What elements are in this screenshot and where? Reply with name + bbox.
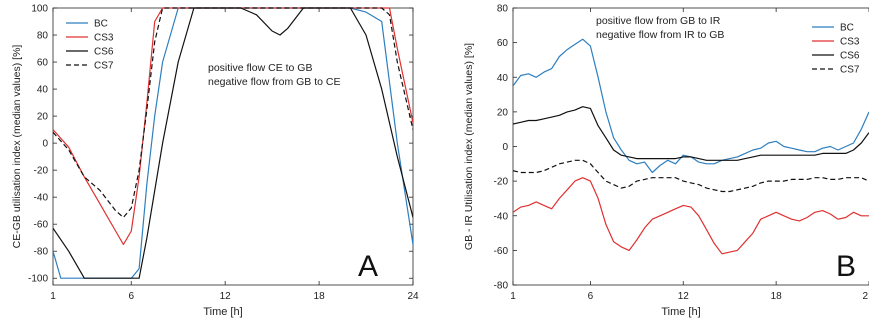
y-tick-label: 60 xyxy=(497,38,509,49)
x-tick-label: 6 xyxy=(588,291,594,302)
y-tick-label: 80 xyxy=(497,4,509,15)
y-tick-label: 0 xyxy=(502,142,508,153)
series-line-cs3 xyxy=(513,177,869,255)
y-tick-label: 20 xyxy=(37,112,49,123)
x-tick-label: 18 xyxy=(771,291,783,302)
y-tick-label: 100 xyxy=(31,4,48,15)
annotation-text: negative flow from GB to CE xyxy=(208,76,340,88)
y-tick-label: 40 xyxy=(497,73,509,84)
legend-label: CS7 xyxy=(94,61,114,72)
x-tick-label: 18 xyxy=(314,291,326,302)
y-tick-label: -80 xyxy=(494,281,509,292)
y-tick-label: 20 xyxy=(497,107,509,118)
x-axis-label: Time [h] xyxy=(661,306,700,318)
series-line-cs7 xyxy=(513,159,869,193)
y-tick-label: -40 xyxy=(34,193,49,204)
x-tick-label: 12 xyxy=(678,291,690,302)
y-tick-label: -20 xyxy=(34,166,49,177)
series-line-cs7 xyxy=(53,7,413,218)
y-tick-label: 40 xyxy=(37,85,49,96)
annotation-text: negative flow from IR to GB xyxy=(596,29,724,41)
y-tick-label: 80 xyxy=(37,31,49,42)
y-axis-label: CE-GB utilisation index (median values) … xyxy=(11,45,23,249)
x-tick-label: 6 xyxy=(128,291,134,302)
panel-letter: B xyxy=(836,250,856,283)
annotation-text: positive flow CE to GB xyxy=(208,62,312,74)
legend-label: CS3 xyxy=(840,37,860,48)
y-tick-label: -60 xyxy=(34,220,49,231)
panel-letter: A xyxy=(358,250,378,283)
x-tick-label: 24 xyxy=(407,291,419,302)
y-tick-label: -100 xyxy=(28,274,48,285)
legend: BC CS3 CS6 CS7 xyxy=(807,17,869,76)
chart-panel-b: 80 60 40 20 0 -20 -40 -60 -801 6 12 18 2 Time [h] GB -… xyxy=(463,4,869,318)
y-tick-label: -20 xyxy=(494,177,509,188)
y-tick-label: -80 xyxy=(34,247,49,258)
y-tick-label: -60 xyxy=(494,246,509,257)
x-tick-label: 2 xyxy=(862,291,868,302)
x-tick-label: 1 xyxy=(50,291,56,302)
series-line-cs6 xyxy=(513,106,869,161)
y-tick-label: 0 xyxy=(42,139,48,150)
annotation-text: positive flow from GB to IR xyxy=(596,15,721,27)
legend-label: CS3 xyxy=(94,33,114,44)
y-axis-label: GB - IR Utilisation index (median values… xyxy=(463,43,475,250)
series-group xyxy=(53,7,413,279)
y-tick-label: -40 xyxy=(494,211,509,222)
x-tick-label: 12 xyxy=(220,291,232,302)
legend-label: CS7 xyxy=(840,65,860,76)
series-group xyxy=(513,38,869,255)
legend-label: BC xyxy=(94,19,108,30)
y-tick-label: 60 xyxy=(37,58,49,69)
x-axis-label: Time [h] xyxy=(203,306,242,318)
legend: BC CS3 CS6 CS7 xyxy=(61,13,133,77)
legend-label: CS6 xyxy=(840,51,860,62)
legend-label: BC xyxy=(840,23,854,34)
x-tick-label: 1 xyxy=(510,291,516,302)
series-line-cs3 xyxy=(53,7,413,246)
legend-box xyxy=(61,13,133,77)
legend-label: CS6 xyxy=(94,47,114,58)
